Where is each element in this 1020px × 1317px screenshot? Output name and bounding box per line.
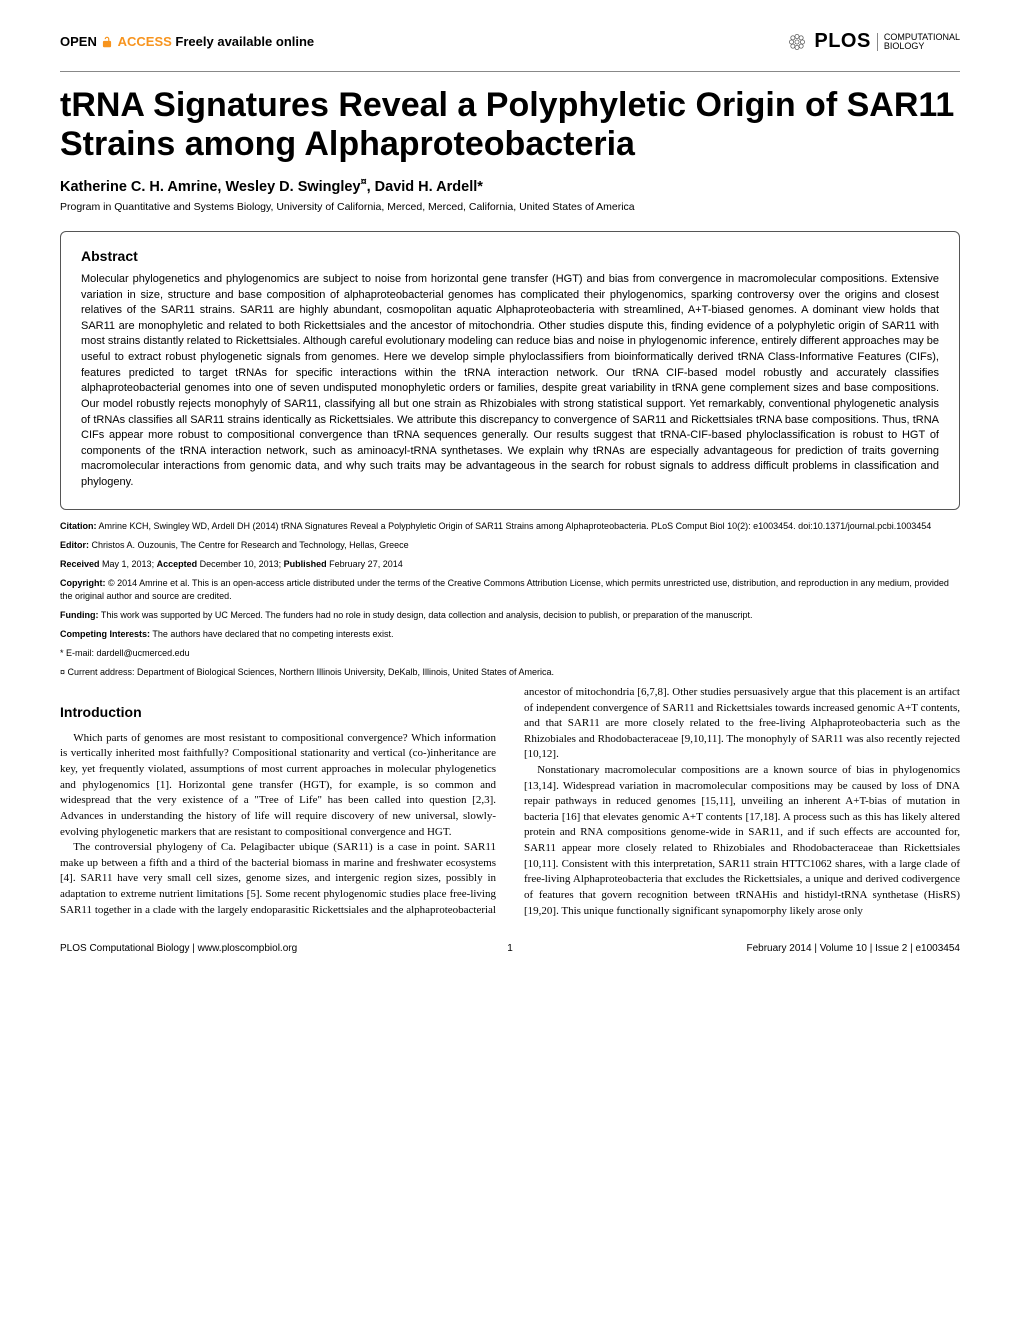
citation-label: Citation: bbox=[60, 521, 97, 531]
competing-text: The authors have declared that no compet… bbox=[150, 629, 393, 639]
intro-p3: Nonstationary macromolecular composition… bbox=[524, 763, 960, 919]
abstract-text: Molecular phylogenetics and phylogenomic… bbox=[81, 272, 939, 491]
copyright-label: Copyright: bbox=[60, 578, 106, 588]
editor-text: Christos A. Ouzounis, The Centre for Res… bbox=[89, 540, 409, 550]
journal-name: PLOS bbox=[814, 30, 870, 53]
journal-logo: PLOS COMPUTATIONAL BIOLOGY bbox=[786, 30, 960, 53]
header: OPEN ACCESS Freely available online PLOS… bbox=[60, 30, 960, 53]
affiliation: Program in Quantitative and Systems Biol… bbox=[60, 201, 960, 213]
published-text: February 27, 2014 bbox=[327, 559, 403, 569]
open-access-badge: OPEN ACCESS Freely available online bbox=[60, 34, 314, 50]
journal-sub2: BIOLOGY bbox=[884, 41, 925, 51]
competing-line: Competing Interests: The authors have de… bbox=[60, 628, 960, 641]
copyright-text: © 2014 Amrine et al. This is an open-acc… bbox=[60, 578, 949, 601]
access-text: ACCESS bbox=[118, 34, 172, 49]
received-label: Received bbox=[60, 559, 100, 569]
footer-right: February 2014 | Volume 10 | Issue 2 | e1… bbox=[747, 943, 961, 954]
editor-line: Editor: Christos A. Ouzounis, The Centre… bbox=[60, 539, 960, 552]
accepted-label: Accepted bbox=[157, 559, 198, 569]
article-meta: Citation: Amrine KCH, Swingley WD, Ardel… bbox=[60, 520, 960, 679]
published-label: Published bbox=[284, 559, 327, 569]
competing-label: Competing Interests: bbox=[60, 629, 150, 639]
top-rule bbox=[60, 71, 960, 72]
article-title: tRNA Signatures Reveal a Polyphyletic Or… bbox=[60, 86, 960, 164]
tagline-text: Freely available online bbox=[175, 34, 314, 49]
curraddr-line: ¤ Current address: Department of Biologi… bbox=[60, 666, 960, 679]
funding-label: Funding: bbox=[60, 610, 98, 620]
open-text: OPEN bbox=[60, 34, 97, 49]
authors-part2: , David H. Ardell* bbox=[367, 179, 483, 195]
funding-line: Funding: This work was supported by UC M… bbox=[60, 609, 960, 622]
email-line: * E-mail: dardell@ucmerced.edu bbox=[60, 647, 960, 660]
lock-icon bbox=[100, 35, 114, 49]
copyright-line: Copyright: © 2014 Amrine et al. This is … bbox=[60, 577, 960, 603]
rosette-icon bbox=[786, 31, 808, 53]
citation-line: Citation: Amrine KCH, Swingley WD, Ardel… bbox=[60, 520, 960, 533]
page-footer: PLOS Computational Biology | www.ploscom… bbox=[60, 943, 960, 954]
authors-line: Katherine C. H. Amrine, Wesley D. Swingl… bbox=[60, 176, 960, 195]
abstract-box: Abstract Molecular phylogenetics and phy… bbox=[60, 231, 960, 510]
received-text: May 1, 2013; bbox=[100, 559, 157, 569]
editor-label: Editor: bbox=[60, 540, 89, 550]
journal-subtitle: COMPUTATIONAL BIOLOGY bbox=[877, 33, 960, 51]
abstract-heading: Abstract bbox=[81, 248, 939, 264]
footer-left: PLOS Computational Biology | www.ploscom… bbox=[60, 943, 297, 954]
intro-heading: Introduction bbox=[60, 703, 496, 723]
dates-line: Received May 1, 2013; Accepted December … bbox=[60, 558, 960, 571]
authors-part1: Katherine C. H. Amrine, Wesley D. Swingl… bbox=[60, 179, 361, 195]
footer-page-number: 1 bbox=[507, 943, 513, 954]
funding-text: This work was supported by UC Merced. Th… bbox=[98, 610, 752, 620]
body-columns: Introduction Which parts of genomes are … bbox=[60, 685, 960, 919]
citation-text: Amrine KCH, Swingley WD, Ardell DH (2014… bbox=[97, 521, 932, 531]
intro-p1: Which parts of genomes are most resistan… bbox=[60, 731, 496, 840]
accepted-text: December 10, 2013; bbox=[197, 559, 284, 569]
